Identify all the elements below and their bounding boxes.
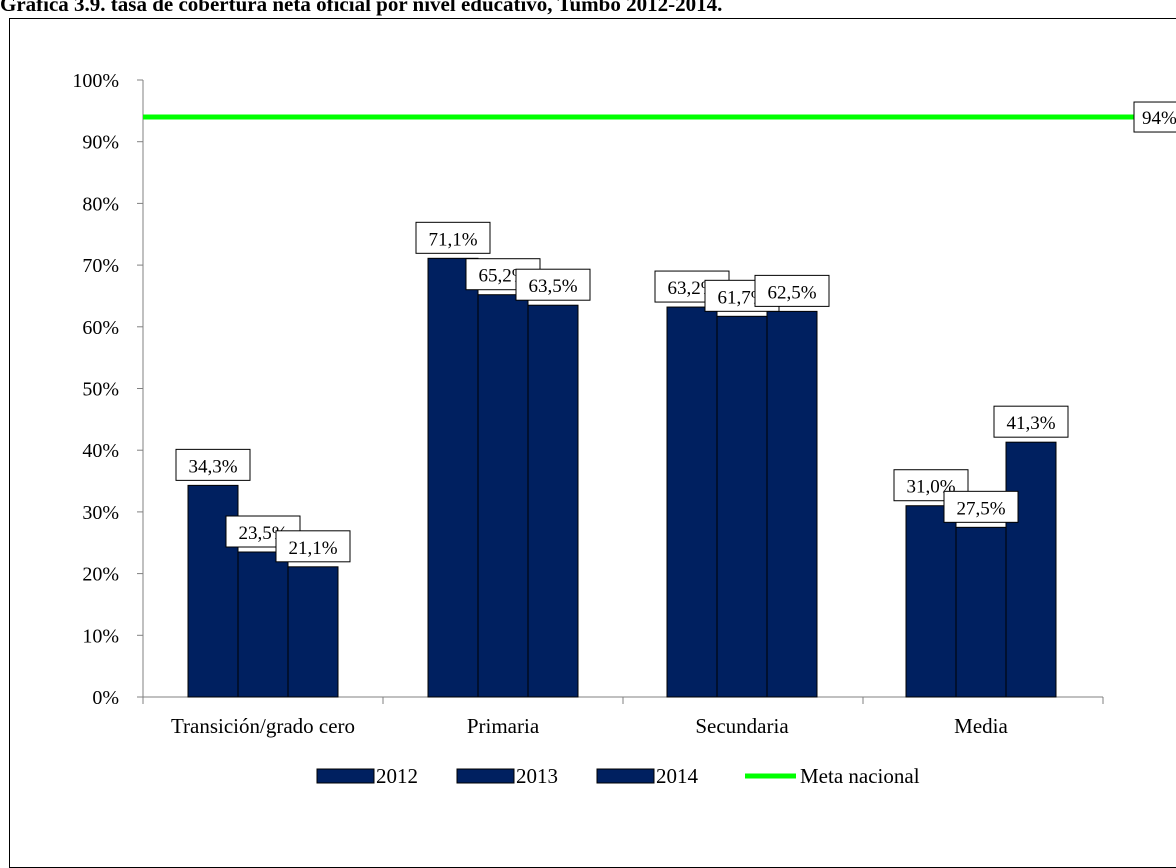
bar xyxy=(1005,441,1057,698)
bar xyxy=(427,257,479,698)
bar xyxy=(905,505,957,698)
data-label: 62,5% xyxy=(767,282,816,303)
y-tick-label: 30% xyxy=(82,502,119,524)
data-label-box xyxy=(415,221,491,254)
legend-label-2013: 2013 xyxy=(516,764,558,788)
legend-swatch-2012 xyxy=(316,768,375,784)
y-tick-label: 20% xyxy=(82,564,119,586)
data-label: 63,5% xyxy=(528,276,577,297)
data-label: 63,2% xyxy=(667,278,716,299)
y-tick-label: 10% xyxy=(82,625,119,647)
data-label: 21,1% xyxy=(288,538,337,559)
y-tick-label: 0% xyxy=(92,687,119,709)
legend-label-2012: 2012 xyxy=(376,764,418,788)
x-tick-label: Primaria xyxy=(467,714,540,738)
bar xyxy=(237,551,289,698)
data-label-box xyxy=(754,274,830,307)
bar xyxy=(955,526,1007,698)
x-tick-label: Secundaria xyxy=(695,714,789,738)
data-label-box xyxy=(515,268,591,301)
chart-title: Gráfica 3.9. tasa de cobertura neta ofic… xyxy=(0,0,723,16)
data-label-box xyxy=(943,490,1019,523)
data-label: 34,3% xyxy=(188,456,237,477)
data-label: 31,0% xyxy=(906,477,955,498)
bar xyxy=(287,566,339,698)
data-label-box xyxy=(175,448,251,481)
y-tick-label: 60% xyxy=(82,317,119,339)
legend-swatch-2014 xyxy=(596,768,655,784)
x-tick-label: Transición/grado cero xyxy=(171,714,355,738)
y-tick-label: 80% xyxy=(82,193,119,215)
bar xyxy=(666,306,718,698)
data-label: 27,5% xyxy=(956,498,1005,519)
bar xyxy=(527,304,579,698)
bar xyxy=(477,294,529,698)
y-tick-label: 50% xyxy=(82,379,119,401)
legend-label-meta-nacional: Meta nacional xyxy=(800,764,920,788)
x-tick-label: Media xyxy=(954,714,1008,738)
data-label: 65,2% xyxy=(478,266,527,287)
y-tick-label: 100% xyxy=(72,70,119,92)
reference-label-box xyxy=(1133,101,1176,133)
y-tick-label: 90% xyxy=(82,132,119,154)
reference-label: 94% xyxy=(1142,108,1176,129)
data-label: 41,3% xyxy=(1006,413,1055,434)
data-label: 71,1% xyxy=(428,229,477,250)
data-label-box xyxy=(993,405,1069,438)
y-tick-label: 40% xyxy=(82,440,119,462)
data-label: 61,7% xyxy=(717,287,766,308)
bar xyxy=(716,315,768,698)
data-label-box xyxy=(275,530,351,563)
legend-swatch-2013 xyxy=(456,768,515,784)
data-label: 23,5% xyxy=(238,523,287,544)
bar xyxy=(766,310,818,698)
y-tick-label: 70% xyxy=(82,255,119,277)
legend-label-2014: 2014 xyxy=(656,764,699,788)
